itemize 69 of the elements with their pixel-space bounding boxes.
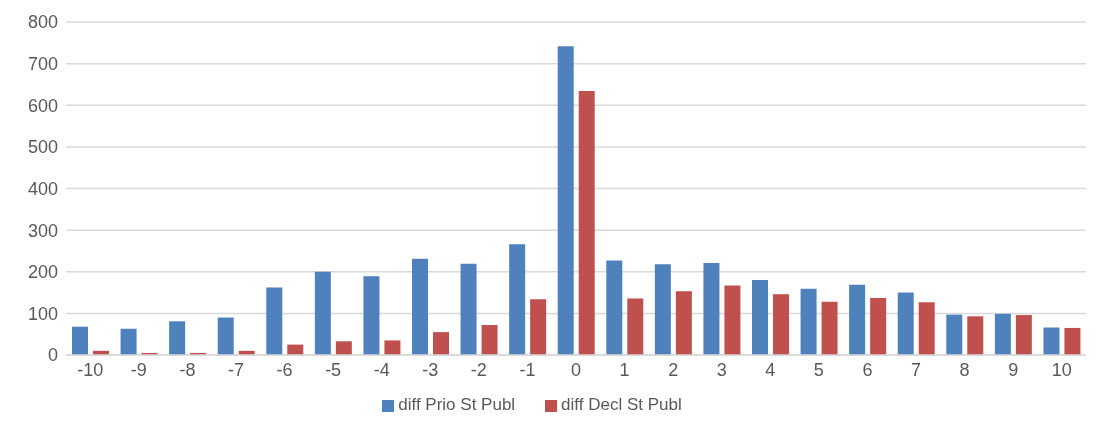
y-tick-label: 300 <box>27 220 58 241</box>
x-tick-label: -2 <box>470 359 487 380</box>
bar <box>967 316 984 355</box>
x-tick-label: -9 <box>130 359 147 380</box>
x-tick-label: -3 <box>422 359 439 380</box>
x-tick-label: -7 <box>227 359 245 380</box>
bar <box>433 332 449 355</box>
bar <box>363 276 380 355</box>
bar <box>627 298 644 355</box>
y-tick-label: 700 <box>27 54 58 75</box>
x-tick-label: 0 <box>570 359 582 380</box>
bar <box>703 263 720 355</box>
bar <box>675 291 692 355</box>
x-tick-label: 7 <box>910 359 922 380</box>
bar <box>752 280 768 355</box>
bar <box>412 258 428 355</box>
bar <box>169 321 186 355</box>
x-tick-label: -10 <box>77 359 104 380</box>
bar <box>266 287 283 355</box>
bar <box>120 328 137 355</box>
bar <box>994 313 1011 355</box>
bar <box>918 302 935 355</box>
y-tick-label: 200 <box>27 262 58 283</box>
bar <box>314 271 331 355</box>
bar <box>849 284 866 355</box>
x-tick-label: -8 <box>179 359 196 380</box>
y-tick-label: 600 <box>27 95 58 116</box>
bar <box>72 326 88 355</box>
x-tick-label: -5 <box>325 359 342 380</box>
x-tick-label: 8 <box>959 359 970 380</box>
bar <box>460 263 477 355</box>
bar <box>1015 315 1032 355</box>
bar <box>335 341 352 355</box>
x-tick-label: -1 <box>519 359 536 380</box>
bar <box>1064 327 1081 355</box>
bar <box>578 91 595 355</box>
x-tick-label: 9 <box>1008 359 1019 380</box>
bar <box>800 288 817 355</box>
bar <box>897 292 914 355</box>
bar <box>557 46 574 355</box>
x-tick-label: 10 <box>1051 359 1072 380</box>
legend-label: diff Prio St Publ <box>398 395 516 414</box>
legend-label: diff Decl St Publ <box>561 395 682 414</box>
x-tick-label: 3 <box>716 359 727 380</box>
bar <box>654 264 671 355</box>
bar <box>821 301 838 355</box>
y-tick-label: 800 <box>27 12 58 33</box>
bar <box>384 340 401 355</box>
bar <box>870 297 887 355</box>
y-tick-label: 400 <box>27 178 58 199</box>
bar <box>217 317 234 355</box>
x-tick-label: -4 <box>373 359 390 380</box>
bar <box>946 314 963 355</box>
bar <box>724 285 741 355</box>
y-tick-label: 0 <box>47 345 58 366</box>
bar <box>773 294 789 355</box>
x-tick-label: 6 <box>862 359 873 380</box>
x-tick-label: 4 <box>765 359 776 380</box>
bar <box>530 299 547 355</box>
y-tick-label: 500 <box>27 137 58 158</box>
bar <box>1043 327 1060 355</box>
y-tick-label: 100 <box>27 303 58 324</box>
x-tick-label: 2 <box>668 359 679 380</box>
bar <box>509 244 526 355</box>
x-tick-label: 5 <box>813 359 824 380</box>
bar <box>606 260 623 355</box>
x-tick-label: -6 <box>276 359 293 380</box>
bar <box>481 325 498 355</box>
x-tick-label: 1 <box>619 359 630 380</box>
